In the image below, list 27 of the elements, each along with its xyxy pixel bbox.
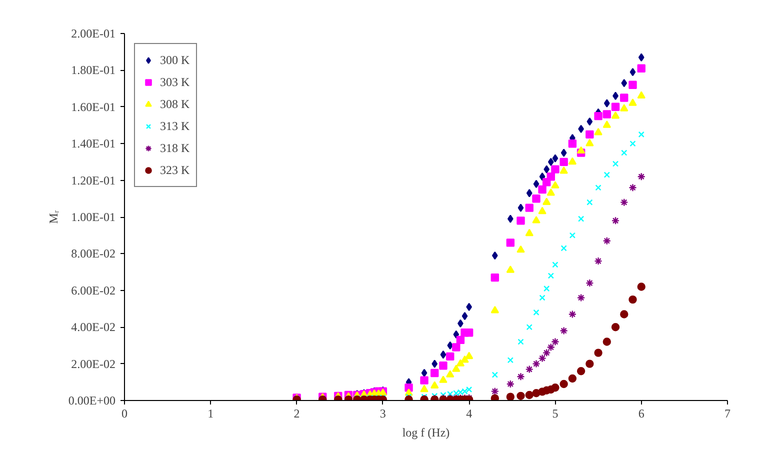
y-tick-label: 0.00E+00 [68, 394, 116, 408]
x-tick-label: 6 [638, 406, 644, 420]
x-tick-label: 0 [122, 406, 128, 420]
y-tick-label: 1.40E-01 [71, 136, 116, 151]
x-tick-label: 4 [466, 406, 472, 420]
legend-label: 308 K [160, 96, 190, 112]
y-tick-label: 6.00E-02 [71, 283, 116, 298]
x-tick-label: 3 [380, 406, 386, 420]
y-tick-label: 2.00E-01 [71, 26, 116, 40]
y-axis-title: Mᵣ [46, 210, 60, 224]
y-tick-label: 1.60E-01 [71, 100, 116, 114]
y-tick-label: 8.00E-02 [71, 246, 116, 261]
legend-label: 300 K [160, 52, 190, 68]
x-tick-label: 2 [294, 406, 300, 420]
legend-label: 318 K [160, 140, 190, 156]
legend-label: 313 K [160, 118, 190, 134]
legend-label: 303 K [160, 74, 190, 90]
y-tick-label: 1.80E-01 [71, 63, 116, 78]
x-axis-title: log f (Hz) [402, 426, 450, 440]
y-tick-label: 4.00E-02 [71, 320, 116, 334]
legend-label: 323 K [160, 162, 190, 178]
x-tick-label: 5 [552, 406, 558, 420]
y-tick-label: 1.20E-01 [71, 173, 116, 188]
x-tick-label: 7 [724, 406, 730, 420]
y-tick-label: 1.00E-01 [71, 210, 116, 224]
y-tick-label: 2.00E-02 [71, 356, 116, 371]
x-tick-label: 1 [208, 406, 214, 420]
